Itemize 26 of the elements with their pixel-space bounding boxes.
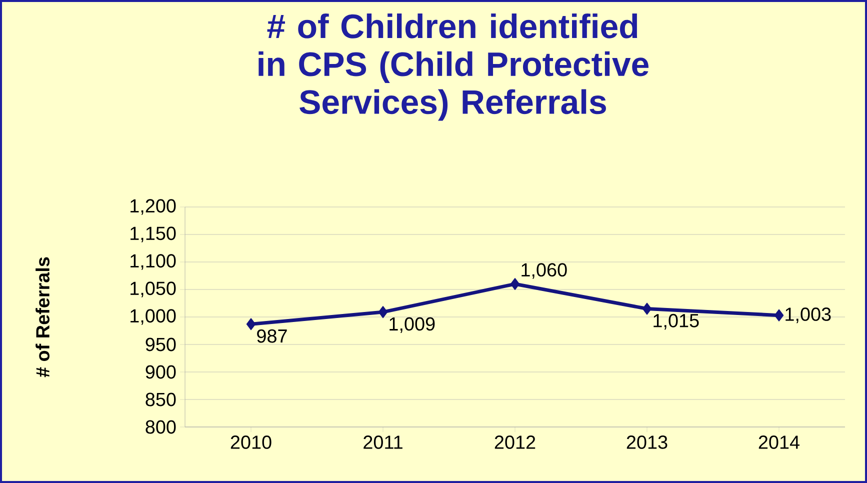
data-label: 987 [257, 329, 287, 343]
y-tick-label: 950 [146, 338, 176, 352]
point [246, 318, 256, 330]
point [510, 278, 520, 290]
point [642, 302, 652, 315]
y-tick-label: 850 [146, 392, 176, 406]
x-tick-label: 2014 [758, 436, 800, 449]
x-tick-label: 2012 [494, 436, 536, 449]
y-tick-label: 800 [146, 420, 176, 434]
chart-title: # of Children identified in CPS (Child Protective Services) Referrals [258, 14, 649, 121]
y-tick-label: 1,200 [130, 199, 176, 215]
data-label: 1,009 [390, 317, 435, 333]
y-tick-label: 1,050 [130, 282, 176, 298]
data-label: 1,060 [522, 263, 567, 279]
point [378, 306, 388, 318]
x-tick-label: 2011 [364, 436, 402, 449]
y-axis-title: # of Referrals [36, 257, 50, 378]
x-tick-label: 2013 [626, 436, 668, 449]
y-tick-label: 900 [146, 365, 176, 379]
y-tick-label: 1,150 [130, 226, 176, 242]
point [774, 309, 784, 322]
x-tick-label: 2010 [230, 436, 272, 449]
y-tick-label: 1,100 [130, 254, 176, 270]
y-tick-label: 1,000 [130, 309, 176, 325]
data-label: 1,003 [786, 308, 831, 324]
data-label: 1,015 [654, 314, 699, 330]
